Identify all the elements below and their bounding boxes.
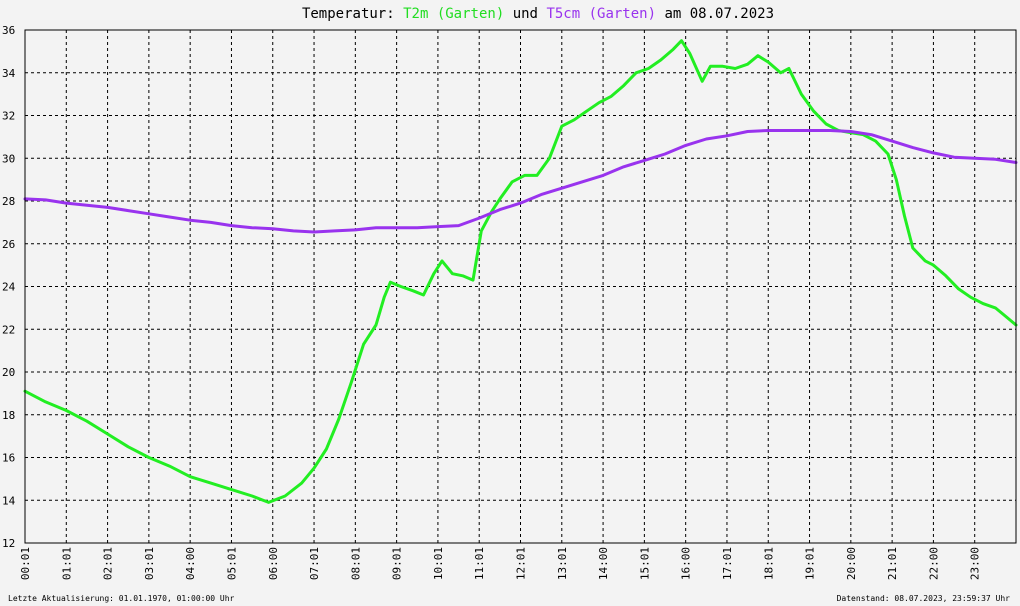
x-tick-label: 17:01 bbox=[721, 547, 734, 580]
x-tick-label: 18:01 bbox=[762, 547, 775, 580]
x-tick-label: 08:01 bbox=[349, 547, 362, 580]
y-tick-label: 22 bbox=[2, 323, 15, 336]
x-tick-label: 20:00 bbox=[845, 547, 858, 580]
x-tick-label: 14:00 bbox=[597, 547, 610, 580]
series-line-t2m bbox=[23, 39, 1018, 504]
x-tick-label: 09:01 bbox=[391, 547, 404, 580]
footer-last-update: Letzte Aktualisierung: 01.01.1970, 01:00… bbox=[8, 594, 235, 603]
y-tick-label: 14 bbox=[2, 494, 16, 507]
x-tick-label: 21:01 bbox=[886, 547, 899, 580]
y-tick-label: 18 bbox=[2, 409, 15, 422]
x-tick-label: 23:00 bbox=[969, 547, 982, 580]
x-tick-label: 01:01 bbox=[60, 547, 73, 580]
x-tick-label: 15:01 bbox=[638, 547, 651, 580]
chart-title: Temperatur: T2m (Garten) und T5cm (Garte… bbox=[302, 6, 774, 22]
x-tick-label: 22:00 bbox=[927, 547, 940, 580]
y-tick-label: 32 bbox=[2, 110, 15, 123]
x-tick-label: 19:01 bbox=[804, 547, 817, 580]
x-tick-label: 06:00 bbox=[267, 547, 280, 580]
y-tick-labels: 12 14 16 18 20 22 24 26 28 30 32 34 36 bbox=[2, 24, 16, 550]
x-tick-label: 10:01 bbox=[432, 547, 445, 580]
series-line-t5cm bbox=[23, 129, 1018, 234]
y-tick-label: 16 bbox=[2, 452, 15, 465]
title-series-t5cm: T5cm (Garten) bbox=[546, 6, 656, 22]
y-tick-label: 12 bbox=[2, 537, 15, 550]
grid-layer bbox=[25, 30, 1016, 543]
x-tick-label: 16:00 bbox=[680, 547, 693, 580]
x-tick-labels: 00:01 01:01 02:01 03:01 04:00 05:01 06:00 07:01… bbox=[19, 547, 982, 580]
series-layer bbox=[23, 39, 1018, 504]
title-prefix: Temperatur: bbox=[302, 6, 395, 22]
y-tick-label: 20 bbox=[2, 366, 15, 379]
y-tick-label: 34 bbox=[2, 67, 16, 80]
y-tick-label: 30 bbox=[2, 152, 15, 165]
title-date: am 08.07.2023 bbox=[664, 6, 774, 22]
y-tick-label: 28 bbox=[2, 195, 15, 208]
x-tick-label: 07:01 bbox=[308, 547, 321, 580]
x-tick-label: 02:01 bbox=[102, 547, 115, 580]
title-series-t2m: T2m (Garten) bbox=[403, 6, 504, 22]
y-tick-label: 36 bbox=[2, 24, 15, 37]
y-tick-label: 26 bbox=[2, 238, 15, 251]
x-tick-label: 13:01 bbox=[556, 547, 569, 580]
x-tick-label: 11:01 bbox=[473, 547, 486, 580]
x-tick-label: 12:01 bbox=[515, 547, 528, 580]
x-tick-label: 04:00 bbox=[184, 547, 197, 580]
x-tick-label: 03:01 bbox=[143, 547, 156, 580]
plot-frame bbox=[24, 29, 1017, 544]
x-tick-label: 00:01 bbox=[19, 547, 32, 580]
x-tick-label: 05:01 bbox=[225, 547, 238, 580]
title-connector: und bbox=[513, 6, 538, 22]
footer-data-timestamp: Datenstand: 08.07.2023, 23:59:37 Uhr bbox=[837, 594, 1011, 603]
y-tick-label: 24 bbox=[2, 281, 16, 294]
